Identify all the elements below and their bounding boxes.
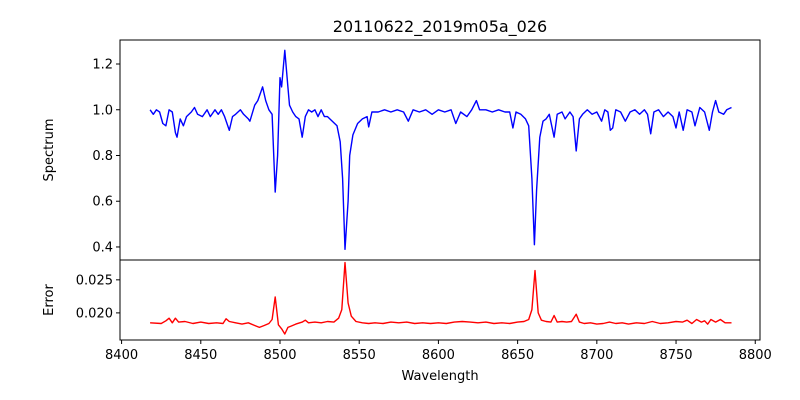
x-tick-label: 8500 xyxy=(263,348,296,363)
spectrum-line xyxy=(149,49,732,251)
y-tick-label: 0.020 xyxy=(76,306,113,321)
y-tick-label: 0.025 xyxy=(76,273,113,288)
x-tick-label: 8550 xyxy=(343,348,376,363)
y-tick-label: 0.4 xyxy=(92,240,113,255)
x-tick-label: 8450 xyxy=(184,348,217,363)
error-line xyxy=(150,261,732,335)
x-tick-label: 8400 xyxy=(105,348,138,363)
x-tick-label: 8750 xyxy=(659,348,692,363)
error-y-label: Error xyxy=(42,284,57,316)
x-axis-label: Wavelength xyxy=(401,369,478,384)
error-axes: 0.020 0.025 8400 8450 8500 8550 8600 8650 8700 87… xyxy=(76,259,772,363)
x-tick-label: 8600 xyxy=(422,348,455,363)
chart-title: 20110622_2019m05a_026 xyxy=(333,17,547,37)
x-tick-label: 8650 xyxy=(501,348,534,363)
x-tick-label: 8800 xyxy=(739,348,772,363)
x-tick-label: 8700 xyxy=(580,348,613,363)
spectrum-y-label: Spectrum xyxy=(42,119,57,182)
y-tick-label: 0.8 xyxy=(92,149,113,164)
y-tick-label: 0.6 xyxy=(92,195,113,210)
y-tick-label: 1.0 xyxy=(92,103,113,118)
y-tick-label: 1.2 xyxy=(92,58,113,73)
axes-frame xyxy=(119,259,761,341)
